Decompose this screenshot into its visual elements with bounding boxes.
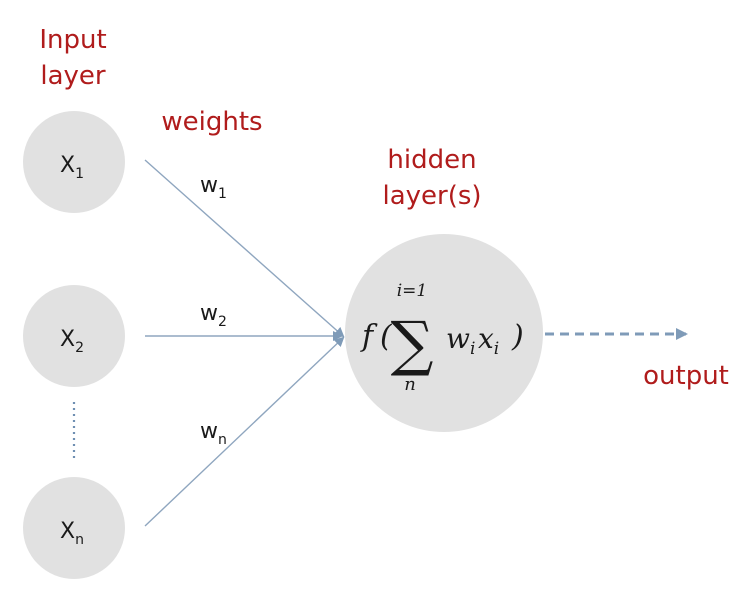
- input-layer-label-line2: layer: [40, 61, 106, 91]
- input-label-n: Xn: [60, 519, 84, 548]
- hidden-layer-label-line2: layer(s): [382, 181, 481, 211]
- formula-weight-term: wi: [446, 322, 475, 359]
- weights-label: weights: [161, 107, 262, 137]
- input-node-n: [23, 477, 125, 579]
- hidden-node: [345, 234, 543, 432]
- formula-open-paren: (: [380, 319, 393, 354]
- input-label-1: X1: [60, 153, 84, 182]
- input-node-2: [23, 285, 125, 387]
- weight-label-n: wn: [200, 419, 227, 448]
- weight-label-2: w2: [200, 301, 227, 330]
- formula-sum-lower: n: [404, 374, 416, 395]
- output-label: output: [643, 361, 729, 391]
- weight-label-1: w1: [200, 173, 227, 202]
- formula-close-paren: ): [511, 319, 524, 354]
- formula-sum-upper: i=1: [397, 281, 428, 301]
- input-node-1: [23, 111, 125, 213]
- hidden-layer-label-line1: hidden: [387, 145, 476, 175]
- input-label-2: X2: [60, 327, 84, 356]
- formula-input-term: xi: [478, 322, 499, 359]
- input-layer-label-line1: Input: [39, 25, 106, 55]
- sigma-symbol: ∑: [391, 309, 434, 379]
- connection-wn: [144, 336, 345, 527]
- connection-w1: [144, 159, 345, 338]
